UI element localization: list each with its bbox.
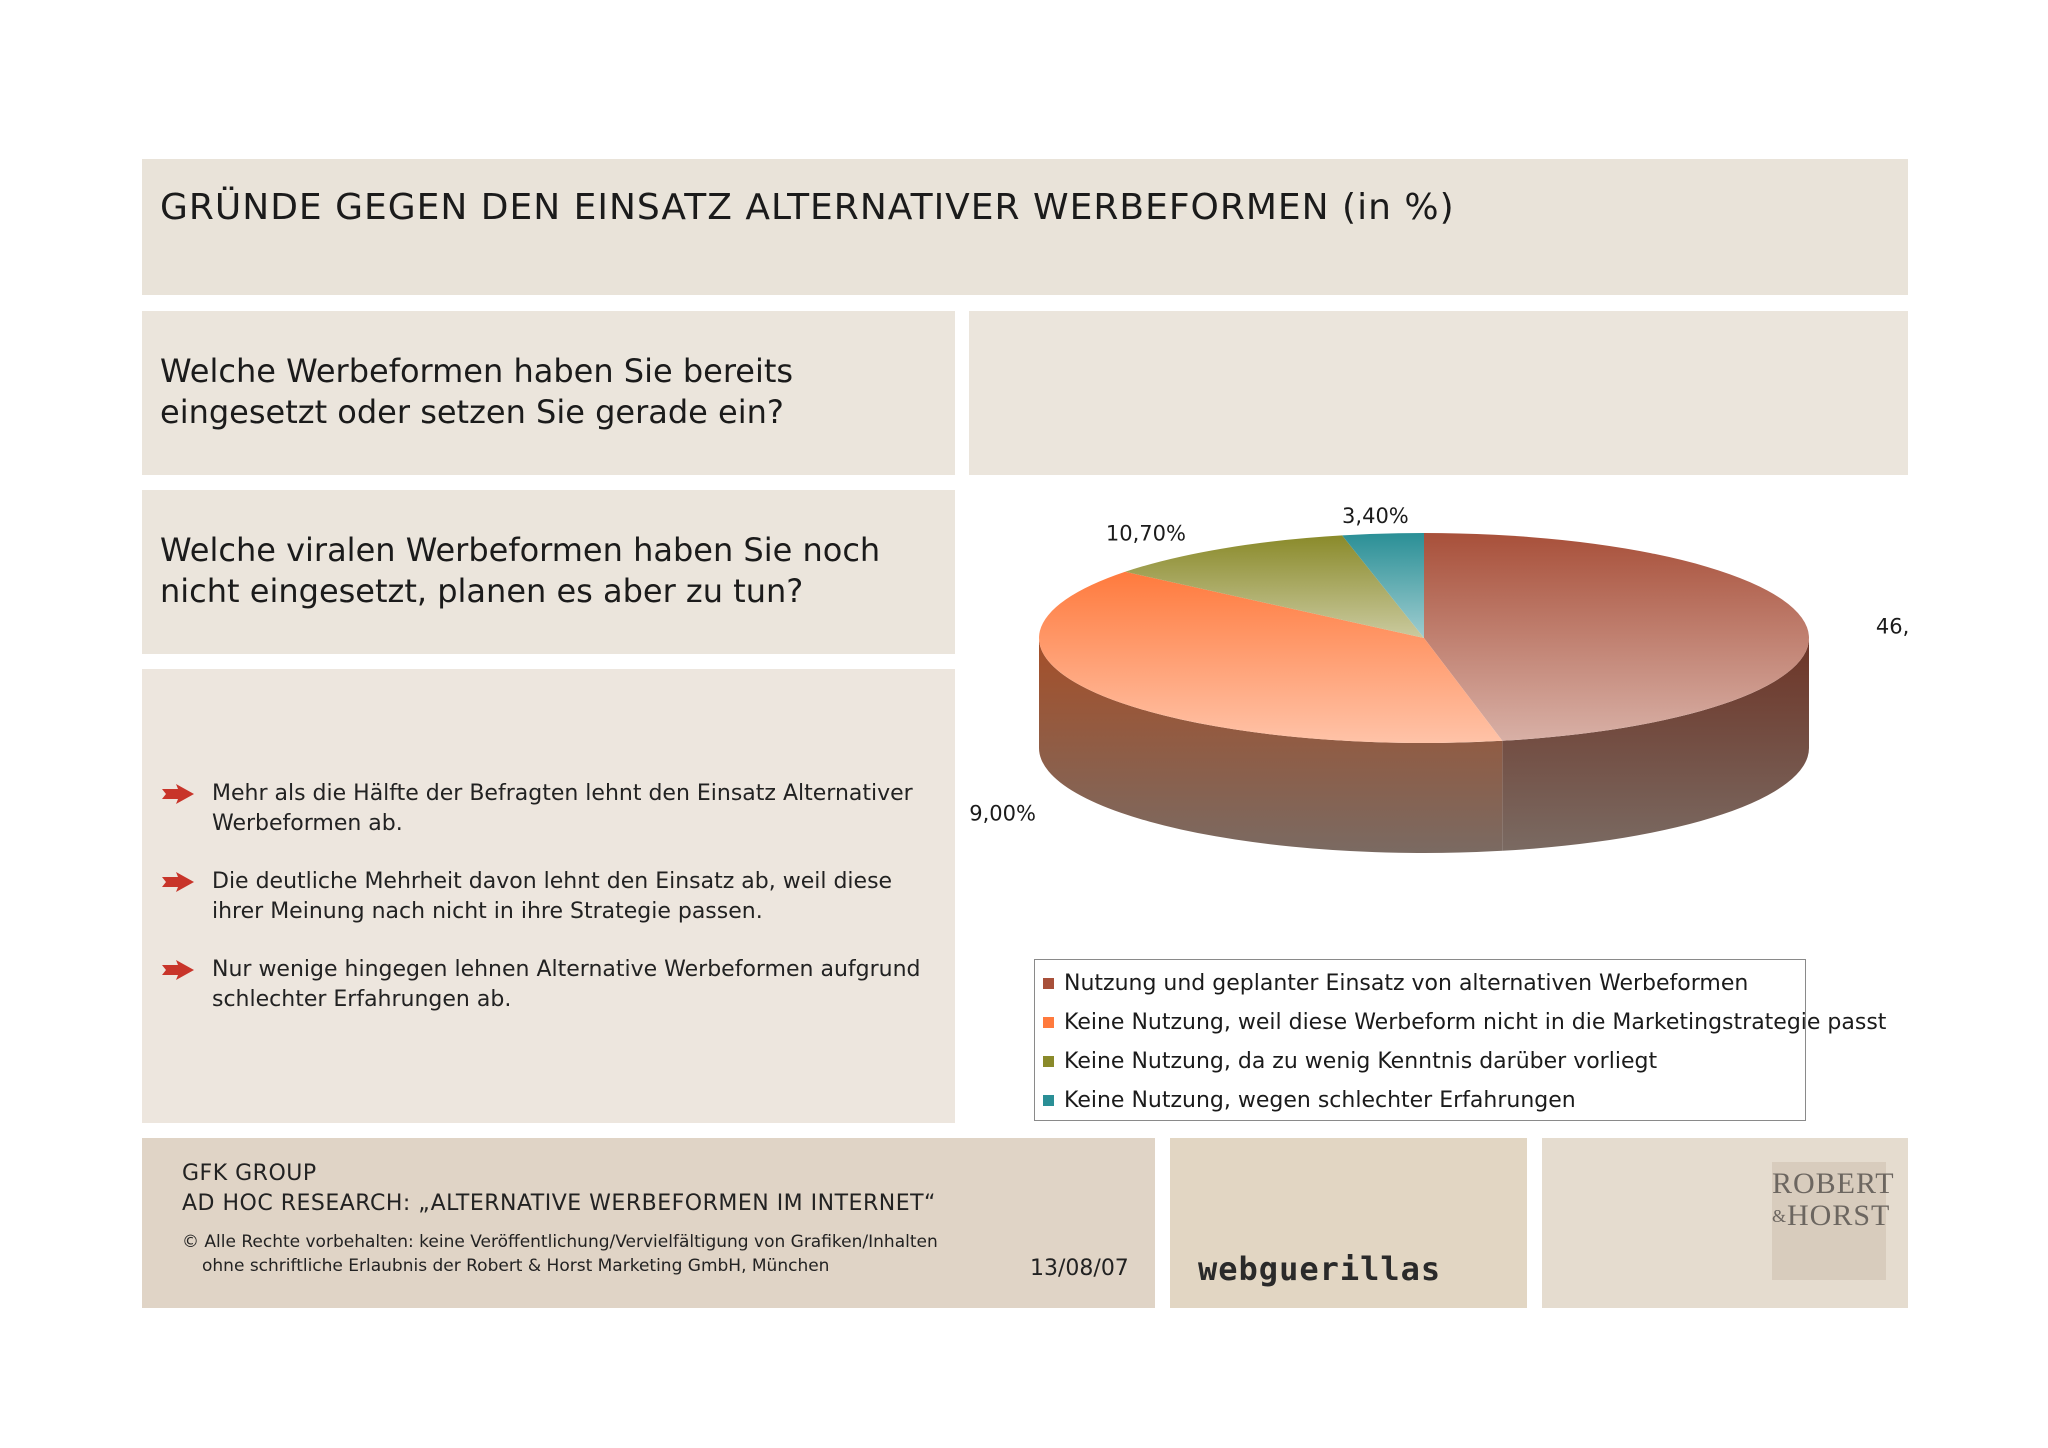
finding-text: Die deutliche Mehrheit davon lehnt den E…: [212, 869, 893, 924]
chart-legend: Nutzung und geplanter Einsatz von altern…: [1034, 959, 1886, 1121]
finding-text: Nur wenige hingegen lehnen Alternative W…: [212, 957, 921, 1012]
findings-panel: Mehr als die Hälfte der Befragten lehnt …: [142, 669, 955, 1123]
question-2-text: Welche viralen Werbeformen haben Sie noc…: [160, 531, 881, 610]
red-arrow-icon: [162, 872, 194, 892]
pie-chart-area: 46,60% 39,00% 10,70% 3,40%: [956, 476, 1956, 1121]
question-1-text: Welche Werbeformen haben Sie bereits ein…: [160, 352, 794, 431]
pie-data-label: 3,40%: [1342, 504, 1409, 528]
legend-label: Nutzung und geplanter Einsatz von altern…: [1064, 970, 1749, 996]
robert-horst-logo: ROBERT &HORST: [1772, 1162, 1894, 1280]
partner-logo-panel: webguerillas: [1170, 1138, 1527, 1308]
red-arrow-icon: [162, 960, 194, 980]
legend-item: Keine Nutzung, wegen schlechter Erfahrun…: [1043, 1085, 1576, 1115]
legend-label: Keine Nutzung, weil diese Werbeform nich…: [1064, 1009, 1887, 1035]
legend-label: Keine Nutzung, da zu wenig Kenntnis darü…: [1064, 1048, 1658, 1074]
footer-copyright-line-2: ohne schriftliche Erlaubnis der Robert &…: [202, 1256, 830, 1276]
legend-item: Keine Nutzung, da zu wenig Kenntnis darü…: [1043, 1046, 1657, 1076]
pie-slice-side: [1039, 638, 1503, 853]
pie-slice: [1125, 535, 1424, 638]
pie-slice: [1342, 533, 1424, 638]
title-panel: GRÜNDE GEGEN DEN EINSATZ ALTERNATIVER WE…: [142, 159, 1908, 295]
footer-copyright-line-1: © Alle Rechte vorbehalten: keine Veröffe…: [182, 1232, 938, 1252]
finding-text: Mehr als die Hälfte der Befragten lehnt …: [212, 781, 913, 836]
legend-swatch: [1043, 977, 1054, 989]
brand-logo-panel: ROBERT &HORST: [1542, 1138, 1908, 1308]
question-panel-2: Welche viralen Werbeformen haben Sie noc…: [142, 490, 955, 654]
pie-data-label: 10,70%: [1106, 521, 1186, 545]
pie-slice-side: [1502, 638, 1809, 851]
pie-slice: [1039, 571, 1503, 743]
footer-date: 13/08/07: [1030, 1256, 1129, 1281]
legend-item: Keine Nutzung, weil diese Werbeform nich…: [1043, 1007, 1886, 1037]
legend-item: Nutzung und geplanter Einsatz von altern…: [1043, 968, 1748, 998]
legend-swatch: [1043, 1094, 1054, 1106]
footer-study: AD HOC RESEARCH: „ALTERNATIVE WERBEFORME…: [182, 1191, 936, 1216]
pie-data-label: 39,00%: [969, 801, 1036, 825]
legend-swatch: [1043, 1016, 1054, 1028]
legend-label: Keine Nutzung, wegen schlechter Erfahrun…: [1064, 1087, 1576, 1113]
footer-org: GFK GROUP: [182, 1161, 317, 1186]
pie-slice: [1424, 533, 1809, 741]
legend-swatch: [1043, 1055, 1054, 1067]
top-right-panel: [969, 311, 1908, 475]
question-panel-1: Welche Werbeformen haben Sie bereits ein…: [142, 311, 955, 475]
webguerillas-logo: webguerillas: [1198, 1250, 1442, 1288]
page-title: GRÜNDE GEGEN DEN EINSATZ ALTERNATIVER WE…: [160, 187, 1455, 228]
pie-data-label: 46,60%: [1876, 614, 1908, 638]
pie-chart: 46,60% 39,00% 10,70% 3,40%: [956, 504, 1956, 853]
red-arrow-icon: [162, 784, 194, 804]
footer-info-panel: GFK GROUP AD HOC RESEARCH: „ALTERNATIVE …: [142, 1138, 1155, 1308]
